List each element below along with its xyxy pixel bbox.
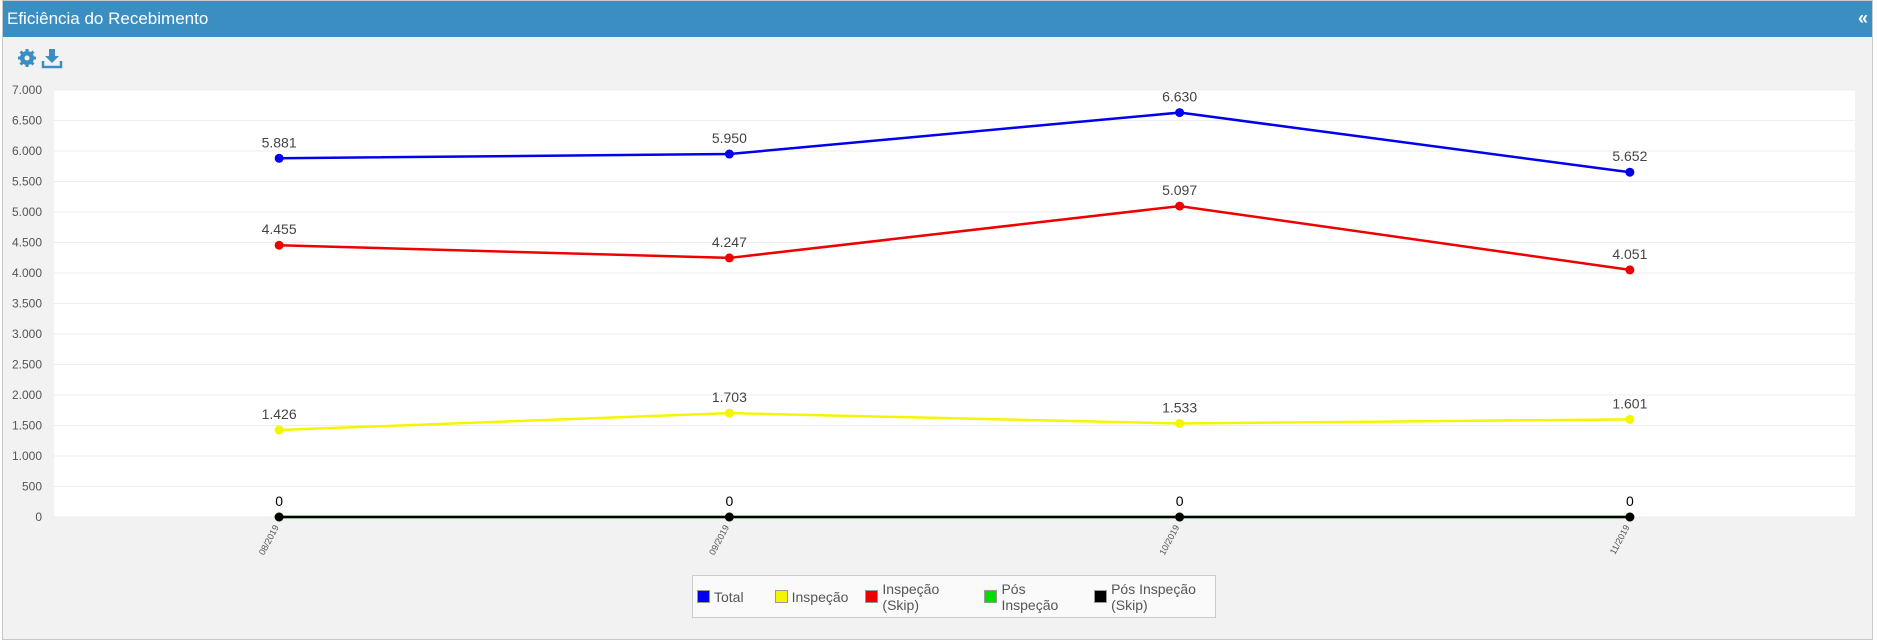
legend-item[interactable]: Pós Inspeção bbox=[984, 581, 1086, 613]
y-tick-label: 0 bbox=[35, 510, 42, 524]
data-point bbox=[724, 512, 734, 522]
y-tick-label: 2.500 bbox=[12, 358, 42, 372]
legend-item[interactable]: Inspeção (Skip) bbox=[865, 581, 976, 613]
y-tick-label: 6.000 bbox=[12, 144, 42, 158]
legend-swatch bbox=[697, 590, 710, 603]
y-tick-label: 3.000 bbox=[12, 327, 42, 341]
collapse-button[interactable]: « bbox=[1857, 8, 1868, 28]
legend-label: Inspeção (Skip) bbox=[882, 580, 940, 613]
legend-swatch bbox=[1094, 590, 1108, 603]
x-tick-label: 10/2019 bbox=[1157, 523, 1181, 556]
data-label: 6.630 bbox=[1162, 89, 1197, 105]
data-point bbox=[1175, 201, 1185, 211]
data-label: 0 bbox=[275, 493, 283, 509]
y-tick-label: 5.000 bbox=[12, 205, 42, 219]
data-point bbox=[274, 425, 284, 435]
legend-item[interactable]: Inspeção bbox=[774, 588, 858, 605]
y-tick-label: 4.500 bbox=[12, 236, 42, 250]
legend-item[interactable]: Pós Inspeção (Skip) bbox=[1094, 581, 1207, 613]
data-label: 0 bbox=[1626, 493, 1634, 509]
panel-header: Eficiência do Recebimento « bbox=[3, 1, 1872, 37]
legend-label: Pós Inspeção (Skip) bbox=[1111, 580, 1196, 613]
x-tick-label: 09/2019 bbox=[707, 523, 731, 556]
legend-swatch bbox=[865, 590, 879, 603]
data-label: 4.051 bbox=[1612, 246, 1647, 262]
legend-swatch bbox=[984, 590, 998, 603]
data-point bbox=[724, 149, 734, 159]
y-tick-label: 4.000 bbox=[12, 266, 42, 280]
y-tick-label: 6.500 bbox=[12, 114, 42, 128]
y-tick-label: 500 bbox=[22, 480, 42, 494]
data-label: 5.652 bbox=[1612, 148, 1647, 164]
settings-icon[interactable] bbox=[18, 49, 36, 67]
y-tick-label: 1.500 bbox=[12, 419, 42, 433]
data-label: 5.097 bbox=[1162, 182, 1197, 198]
y-tick-label: 7.000 bbox=[12, 83, 42, 97]
x-tick-label: 11/2019 bbox=[1608, 523, 1632, 556]
legend-label: Total bbox=[714, 588, 744, 605]
y-tick-label: 5.500 bbox=[12, 175, 42, 189]
data-point bbox=[1625, 167, 1635, 177]
data-point bbox=[274, 512, 284, 522]
series-line bbox=[279, 111, 1631, 174]
data-point bbox=[1175, 108, 1185, 118]
legend-label: Inspeção bbox=[791, 588, 849, 605]
y-tick-label: 3.500 bbox=[12, 297, 42, 311]
data-point bbox=[274, 240, 284, 250]
data-label: 1.533 bbox=[1162, 399, 1197, 415]
download-icon[interactable] bbox=[41, 49, 63, 69]
data-label: 4.455 bbox=[262, 221, 297, 237]
legend: Total Inspeção Inspeção (Skip) Pós Inspeção… bbox=[692, 575, 1216, 618]
legend-label: Pós Inspeção bbox=[1001, 580, 1059, 613]
data-point bbox=[1625, 265, 1635, 275]
data-point bbox=[1625, 414, 1635, 424]
data-point bbox=[274, 153, 284, 163]
data-label: 0 bbox=[1176, 493, 1184, 509]
data-label: 1.601 bbox=[1612, 395, 1647, 411]
y-tick-label: 2.000 bbox=[12, 388, 42, 402]
data-point bbox=[724, 253, 734, 263]
data-label: 0 bbox=[725, 493, 733, 509]
series-line bbox=[279, 204, 1631, 272]
data-point bbox=[724, 408, 734, 418]
data-label: 4.247 bbox=[712, 234, 747, 250]
data-label: 1.703 bbox=[712, 389, 747, 405]
data-label: 5.950 bbox=[712, 130, 747, 146]
data-point bbox=[1175, 512, 1185, 522]
data-label: 5.881 bbox=[262, 134, 297, 150]
legend-item[interactable]: Total bbox=[697, 589, 767, 605]
series-line bbox=[279, 411, 1630, 432]
data-point bbox=[1625, 512, 1635, 522]
panel-title: Eficiência do Recebimento bbox=[7, 9, 209, 28]
x-tick-label: 08/2019 bbox=[257, 523, 281, 556]
y-tick-label: 1.000 bbox=[12, 449, 42, 463]
data-point bbox=[1175, 418, 1185, 428]
legend-swatch bbox=[774, 590, 788, 603]
data-label: 1.426 bbox=[262, 406, 297, 422]
